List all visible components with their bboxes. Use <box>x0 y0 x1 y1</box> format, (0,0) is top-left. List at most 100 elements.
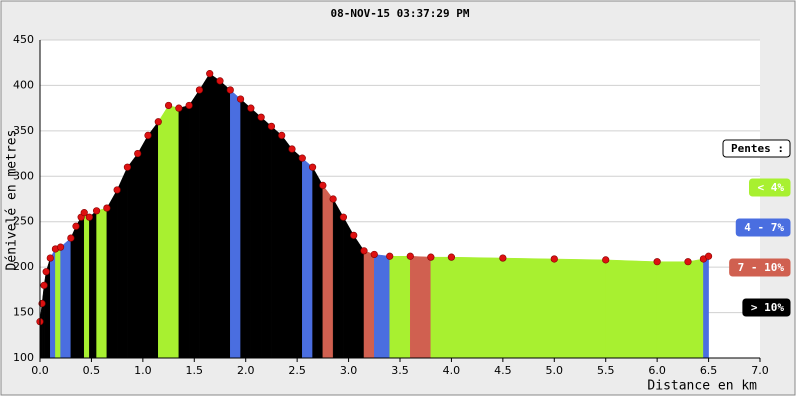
elevation-point <box>206 70 214 78</box>
slope-segment <box>188 89 200 359</box>
elevation-point <box>92 207 101 215</box>
slope-segment <box>89 210 97 359</box>
elevation-point <box>123 163 132 171</box>
x-tick-label: 2.5 <box>288 364 306 377</box>
slope-segment <box>451 256 504 359</box>
elevation-point <box>339 213 348 221</box>
x-tick-label: 4.0 <box>443 364 461 377</box>
elevation-point <box>103 204 111 212</box>
slope-segment <box>106 188 118 359</box>
slope-segment <box>389 255 411 359</box>
y-tick-label: 350 <box>13 124 34 137</box>
slope-segment <box>96 207 108 359</box>
slope-segment <box>302 157 313 359</box>
legend-label: < 4% <box>758 181 785 194</box>
slope-segment <box>116 167 128 359</box>
slope-segment <box>271 125 282 359</box>
elevation-point <box>80 209 88 217</box>
elevation-point <box>164 101 173 110</box>
legend-box <box>722 139 791 158</box>
legend-entry: 4 - 7% <box>735 218 791 237</box>
slope-segment <box>312 166 324 359</box>
elevation-point <box>427 253 435 261</box>
elevation-point <box>257 113 265 121</box>
slope-segment <box>430 256 452 359</box>
slope-segment <box>281 134 293 359</box>
legend-label: 4 - 7% <box>744 221 784 234</box>
elevation-point <box>56 243 65 251</box>
elevation-point <box>602 256 610 264</box>
chart-title: 08-NOV-15 03:37:29 PM <box>330 7 469 20</box>
legend-label: 7 - 10% <box>738 261 785 274</box>
slope-segment <box>60 237 72 359</box>
legend-entry: Pentes : <box>722 139 791 158</box>
slope-segment <box>219 80 231 359</box>
slope-segment <box>199 72 210 359</box>
elevation-point <box>499 254 507 262</box>
elevation-point <box>684 258 692 266</box>
y-tick-label: 450 <box>13 33 34 46</box>
x-tick-label: 6.5 <box>700 364 718 377</box>
elevation-point <box>406 252 414 260</box>
slope-segment <box>75 216 82 359</box>
elevation-point <box>216 77 224 85</box>
elevation-point <box>267 122 276 130</box>
y-axis-label: Dénivelé en metres <box>5 130 20 271</box>
elevation-point <box>134 149 142 158</box>
slope-segment <box>374 254 390 359</box>
elevation-point <box>226 86 234 94</box>
slope-segment <box>50 248 56 359</box>
y-tick-label: 400 <box>13 78 34 91</box>
elevation-point <box>154 118 162 126</box>
x-tick-label: 0.0 <box>31 364 49 377</box>
slope-segment <box>240 98 252 359</box>
elevation-point <box>653 258 661 266</box>
legend-entry: < 4% <box>749 178 791 197</box>
legend-box <box>749 178 791 197</box>
slope-segment <box>703 255 709 359</box>
elevation-point <box>447 253 456 261</box>
elevation-point <box>144 131 152 139</box>
elevation-point <box>350 231 358 239</box>
slope-segment <box>127 152 138 359</box>
slope-segment <box>137 134 149 359</box>
elevation-point <box>236 95 245 103</box>
slope-segment <box>178 105 190 359</box>
legend-entry: > 10% <box>742 298 791 317</box>
legend-box <box>729 258 791 277</box>
elevation-point <box>113 186 121 194</box>
slope-segment <box>687 258 704 359</box>
slope-segment <box>332 198 344 359</box>
elevation-point <box>247 104 255 112</box>
x-tick-label: 3.5 <box>391 364 409 377</box>
x-axis-label: Distance en km <box>647 379 757 394</box>
y-tick-label: 200 <box>13 260 34 273</box>
elevation-point <box>386 252 394 260</box>
elevation-point <box>319 181 327 189</box>
y-tick-label: 150 <box>13 306 34 319</box>
elevation-point <box>550 255 558 263</box>
x-tick-label: 4.5 <box>494 364 512 377</box>
elevation-point <box>360 247 368 255</box>
y-tick-label: 250 <box>13 215 34 228</box>
slope-segment <box>410 255 432 359</box>
elevation-point <box>42 268 50 276</box>
x-tick-label: 5.0 <box>546 364 564 377</box>
elevation-point <box>175 104 183 112</box>
elevation-point <box>370 250 378 259</box>
legend-box <box>735 218 791 237</box>
slope-segment <box>147 121 159 359</box>
legend-box <box>742 298 791 317</box>
x-tick-label: 2.0 <box>237 364 255 377</box>
elevation-point <box>40 281 48 289</box>
slope-segment <box>230 89 241 359</box>
legend-label: > 10% <box>751 301 784 314</box>
slope-segment <box>158 104 169 359</box>
x-tick-label: 5.5 <box>597 364 615 377</box>
legend-entry: 7 - 10% <box>729 258 791 277</box>
x-tick-label: 1.0 <box>134 364 152 377</box>
elevation-point <box>67 234 75 242</box>
elevation-point <box>46 254 54 262</box>
slope-segment <box>168 105 180 359</box>
